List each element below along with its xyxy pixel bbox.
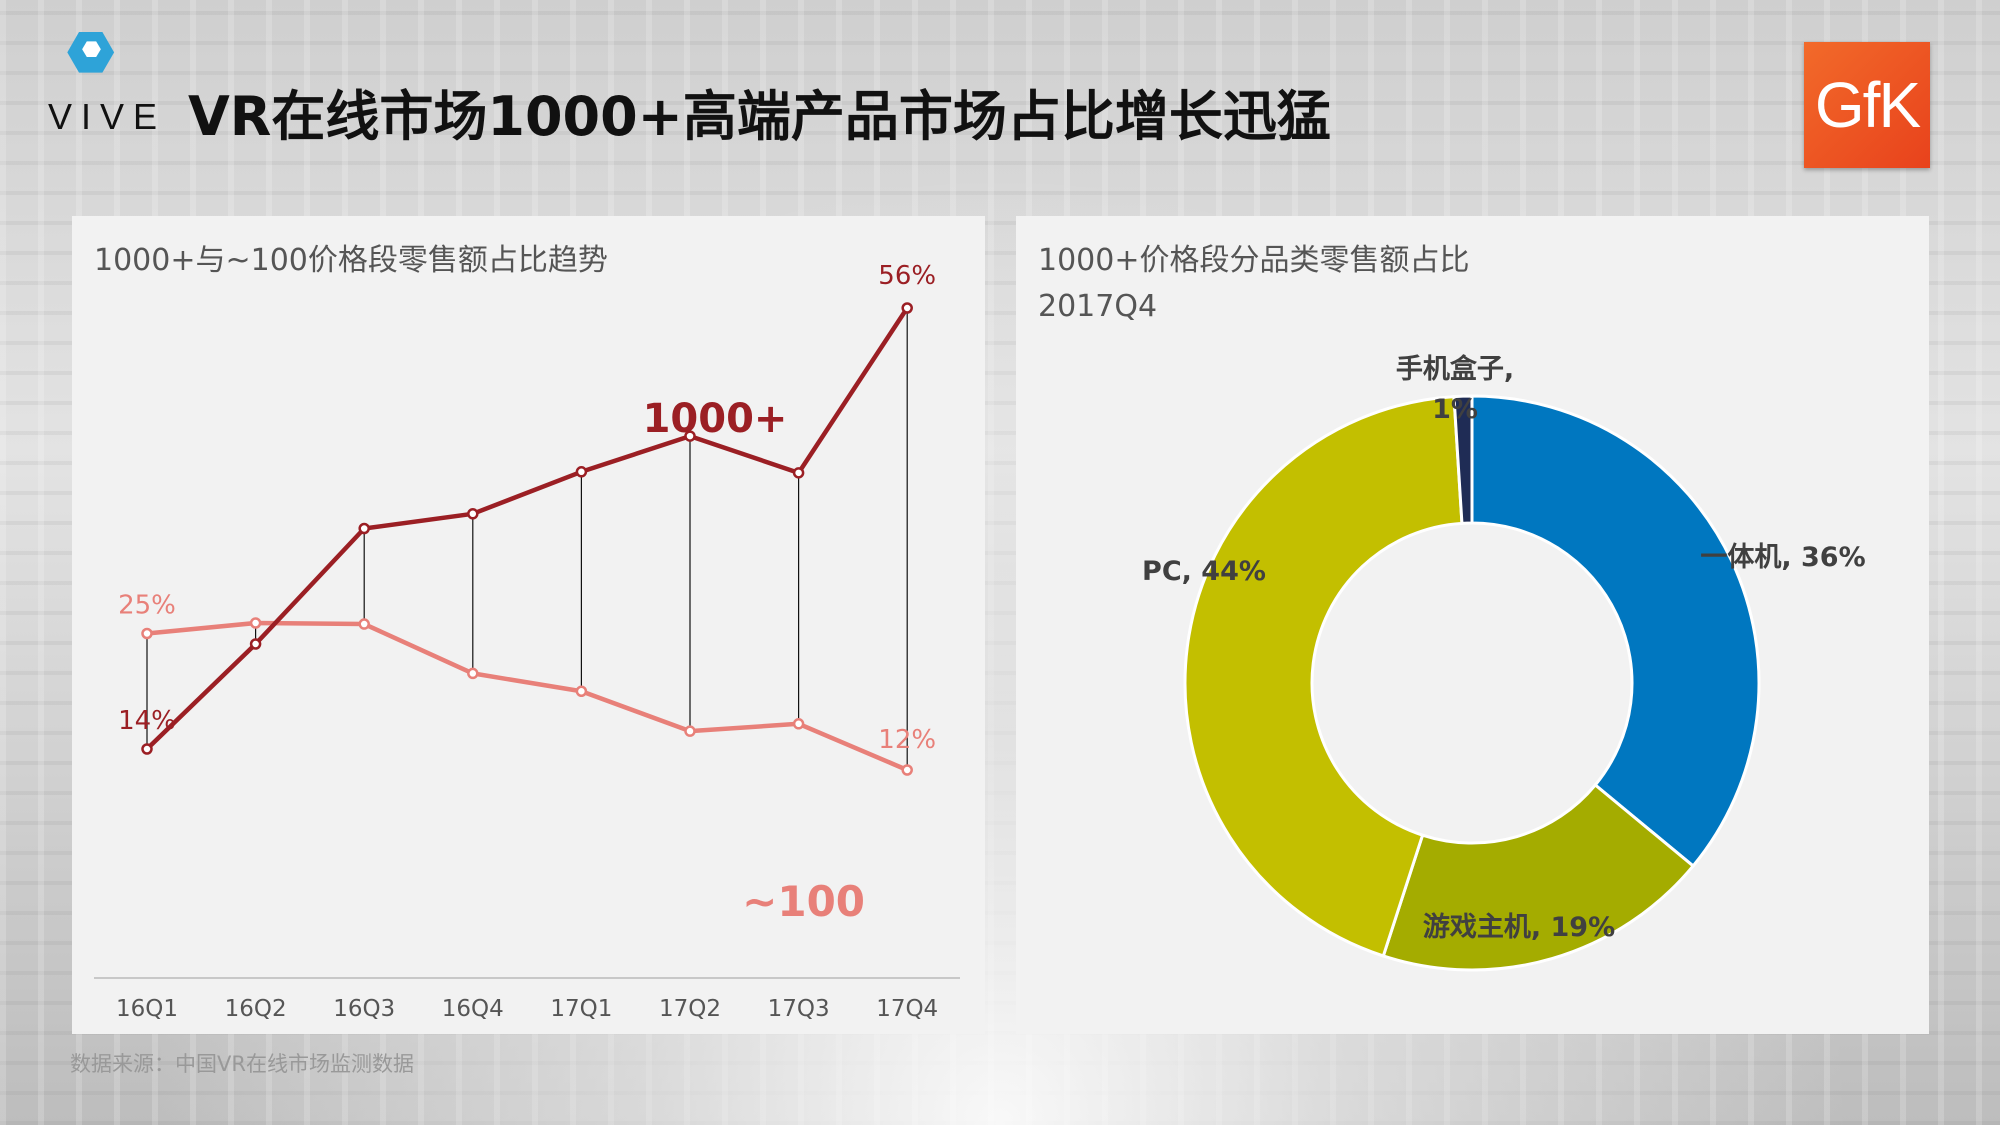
x-tick-label: 17Q4 bbox=[876, 996, 938, 1022]
x-tick-label: 16Q1 bbox=[116, 996, 178, 1022]
series-label-high: 1000+ bbox=[643, 396, 788, 442]
x-tick-label: 16Q3 bbox=[333, 996, 395, 1022]
point-high bbox=[792, 467, 805, 479]
page-title: VR在线市场1000+高端产品市场占比增长迅猛 bbox=[188, 85, 1331, 148]
donut-chart-panel: 1000+价格段分品类零售额占比 2017Q4 一体机, 36% 游戏主机, 19… bbox=[1016, 216, 1929, 1034]
donut-slice bbox=[1452, 394, 1474, 525]
x-tick-label: 17Q2 bbox=[659, 996, 721, 1022]
point-high bbox=[467, 508, 479, 520]
gfk-logo: GfK bbox=[1804, 42, 1930, 168]
point-high bbox=[901, 302, 913, 314]
series-line-high bbox=[145, 306, 910, 751]
data-label-low-last: 12% bbox=[878, 725, 936, 755]
point-low bbox=[792, 718, 805, 730]
data-label-high-first: 14% bbox=[118, 706, 176, 736]
point-low bbox=[358, 618, 370, 630]
point-high bbox=[141, 743, 153, 755]
slice-label-mobile-line2: 1% bbox=[1432, 394, 1478, 425]
slice-label-console: 游戏主机, 19% bbox=[1423, 912, 1615, 943]
donut-chart-title: 1000+价格段分品类零售额占比 bbox=[1038, 243, 1470, 278]
x-tick-label: 17Q1 bbox=[550, 996, 612, 1022]
data-label-high-last: 56% bbox=[878, 261, 936, 291]
point-low bbox=[575, 685, 588, 697]
point-high bbox=[249, 638, 262, 650]
donut-chart-subtitle: 2017Q4 bbox=[1038, 289, 1158, 324]
point-low bbox=[141, 627, 153, 640]
slice-label-pc: PC, 44% bbox=[1142, 556, 1266, 587]
vive-logo-icon bbox=[67, 32, 115, 73]
x-tick-label: 16Q4 bbox=[442, 996, 504, 1022]
x-tick-label: 17Q3 bbox=[768, 996, 830, 1022]
donut-slice bbox=[1183, 394, 1464, 958]
point-low bbox=[684, 725, 696, 737]
point-low bbox=[249, 617, 262, 629]
slice-label-allinone: 一体机, 36% bbox=[1700, 542, 1865, 573]
vive-logo: VIVE bbox=[42, 32, 172, 137]
data-label-low-first: 25% bbox=[118, 591, 176, 621]
line-chart-panel: 1000+与~100价格段零售额占比趋势 16Q1 16Q2 16Q3 16Q4 17Q… bbox=[72, 216, 985, 1034]
donut-chart: 一体机, 36% 游戏主机, 19% PC, 44% 手机盒子, 1% bbox=[1142, 353, 1866, 972]
donut-slice bbox=[1470, 394, 1761, 869]
line-chart: 16Q1 16Q2 16Q3 16Q4 17Q1 17Q2 17Q3 17Q4 56% 14% 25… bbox=[94, 261, 960, 1022]
point-low bbox=[901, 764, 913, 776]
point-high bbox=[575, 466, 588, 478]
data-source-note: 数据来源：中国VR在线市场监测数据 bbox=[70, 1052, 414, 1076]
point-high bbox=[358, 522, 370, 535]
series-label-low: ~100 bbox=[742, 877, 865, 926]
point-high bbox=[684, 430, 696, 442]
line-chart-title: 1000+与~100价格段零售额占比趋势 bbox=[94, 243, 608, 278]
x-tick-label: 16Q2 bbox=[225, 996, 287, 1022]
vive-wordmark: VIVE bbox=[47, 96, 167, 137]
slice-label-mobile-line1: 手机盒子, bbox=[1396, 353, 1514, 385]
point-low bbox=[467, 667, 479, 680]
donut-slice bbox=[1381, 782, 1696, 972]
